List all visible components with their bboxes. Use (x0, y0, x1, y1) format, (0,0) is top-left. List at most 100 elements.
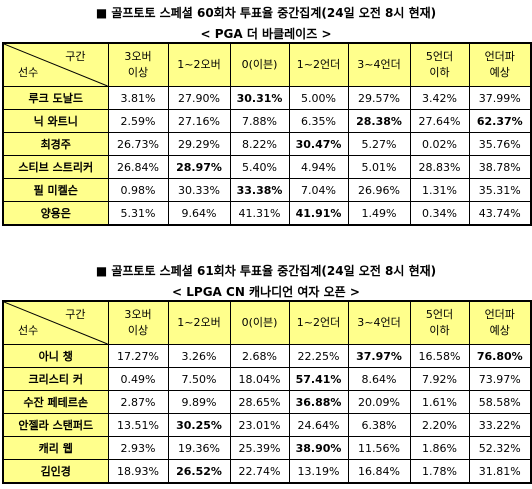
column-header: 1~2언더 (288, 300, 349, 345)
vote-rate: 7.92% (409, 367, 470, 391)
column-header: 5언더 이하 (409, 300, 470, 345)
vote-rate: 28.65% (229, 390, 290, 414)
vote-rate: 0.34% (409, 201, 470, 226)
section-subtitle: < LPGA CN 캐나디언 여자 오픈 > (172, 285, 360, 299)
vote-rate: 30.31% (229, 86, 290, 110)
vote-rate: 2.93% (107, 436, 169, 460)
vote-rate: 3.42% (409, 86, 470, 110)
data-row: 스티브 스트리커 26.84% 28.97% 5.40% 4.94% 5.01% 28.83… (2, 155, 532, 179)
player-name: 스티브 스트리커 (2, 155, 109, 179)
vote-rate: 57.41% (288, 367, 349, 391)
data-row: 루크 도날드 3.81% 27.90% 30.31% 5.00% 29.57% 3.42% 3… (2, 86, 532, 110)
vote-rate: 13.51% (107, 413, 169, 437)
vote-table: 구간 선수 3오버 이상 1~2오버 0(이븐) 1~2언더 3~4언더 5언더 이하 언더파 … (2, 42, 532, 226)
vote-rate: 18.04% (229, 367, 290, 391)
vote-rate: 3.26% (167, 344, 231, 368)
vote-rate: 62.37% (468, 109, 532, 133)
data-row: 안젤라 스탠퍼드 13.51% 30.25% 23.01% 24.64% 6.38% 2.2… (2, 413, 532, 437)
vote-rate: 37.99% (468, 86, 532, 110)
column-header: 1~2오버 (167, 42, 231, 87)
data-row: 닉 와트니 2.59% 27.16% 7.88% 6.35% 28.38% 27.64% 62… (2, 109, 532, 133)
data-row: 최경주 26.73% 29.29% 8.22% 30.47% 5.27% 0.02% 35.7… (2, 132, 532, 156)
vote-rate: 30.25% (167, 413, 231, 437)
vote-rate: 27.64% (409, 109, 470, 133)
header-row: 구간 선수 3오버 이상 1~2오버 0(이븐) 1~2언더 3~4언더 5언더 이하 언더파 … (2, 42, 532, 87)
column-header: 3오버 이상 (107, 300, 169, 345)
vote-rate: 35.31% (468, 178, 532, 202)
section-title: ■ 골프토토 스페셜 60회차 투표율 중간집계(24일 오전 8시 현재) (95, 6, 437, 20)
player-name: 최경주 (2, 132, 109, 156)
vote-rate: 36.88% (288, 390, 349, 414)
data-row: 아니 챙 17.27% 3.26% 2.68% 22.25% 37.97% 16.58% 76… (2, 344, 532, 368)
player-name: 수잔 페테르손 (2, 390, 109, 414)
vote-rate: 24.64% (288, 413, 349, 437)
vote-rate: 6.35% (288, 109, 349, 133)
player-name: 루크 도날드 (2, 86, 109, 110)
vote-rate: 38.78% (468, 155, 532, 179)
vote-rate: 43.74% (468, 201, 532, 226)
diagonal (4, 44, 108, 86)
vote-rate: 26.73% (107, 132, 169, 156)
vote-rate: 33.38% (229, 178, 290, 202)
vote-rate: 22.25% (288, 344, 349, 368)
vote-rate: 58.58% (468, 390, 532, 414)
vote-rate: 22.74% (229, 459, 290, 484)
vote-rate: 26.84% (107, 155, 169, 179)
data-row: 김인경 18.93% 26.52% 22.74% 13.19% 16.84% 1.78% 31… (2, 459, 532, 484)
vote-rate: 41.91% (288, 201, 349, 226)
vote-rate: 1.49% (347, 201, 411, 226)
vote-rate: 5.01% (347, 155, 411, 179)
vote-rate: 20.09% (347, 390, 411, 414)
corner-bottom: 선수 (18, 66, 39, 79)
vote-rate: 16.58% (409, 344, 470, 368)
vote-rate: 2.68% (229, 344, 290, 368)
vote-rate: 35.76% (468, 132, 532, 156)
vote-rate: 37.97% (347, 344, 411, 368)
vote-rate: 7.04% (288, 178, 349, 202)
vote-rate: 16.84% (347, 459, 411, 484)
column-header: 3~4언더 (347, 42, 411, 87)
vote-rate: 6.38% (347, 413, 411, 437)
vote-rate: 9.89% (167, 390, 231, 414)
column-header: 1~2오버 (167, 300, 231, 345)
data-row: 캐리 웹 2.93% 19.36% 25.39% 38.90% 11.56% 1.86% 52… (2, 436, 532, 460)
player-name: 필 미켈슨 (2, 178, 109, 202)
vote-rate: 5.31% (107, 201, 169, 226)
vote-rate: 7.50% (167, 367, 231, 391)
vote-rate: 27.16% (167, 109, 231, 133)
vote-rate: 18.93% (107, 459, 169, 484)
vote-rate: 52.32% (468, 436, 532, 460)
player-name: 안젤라 스탠퍼드 (2, 413, 109, 437)
header-row: 구간 선수 3오버 이상 1~2오버 0(이븐) 1~2언더 3~4언더 5언더 이하 언더파 … (2, 300, 532, 345)
data-row: 필 미켈슨 0.98% 30.33% 33.38% 7.04% 26.96% 1.31% 35… (2, 178, 532, 202)
vote-rate: 29.57% (347, 86, 411, 110)
column-header: 0(이븐) (229, 300, 290, 345)
section-subtitle: < PGA 더 바클레이즈 > (200, 27, 332, 41)
column-header: 1~2언더 (288, 42, 349, 87)
section-title: ■ 골프토토 스페셜 61회차 투표율 중간집계(24일 오전 8시 현재) (95, 264, 437, 278)
column-header: 언더파 예상 (468, 42, 532, 87)
player-name: 크리스티 커 (2, 367, 109, 391)
vote-rate: 0.49% (107, 367, 169, 391)
vote-rate: 2.59% (107, 109, 169, 133)
vote-rate: 13.19% (288, 459, 349, 484)
vote-rate: 29.29% (167, 132, 231, 156)
vote-rate: 38.90% (288, 436, 349, 460)
vote-rate: 25.39% (229, 436, 290, 460)
player-name: 김인경 (2, 459, 109, 484)
corner-bottom: 선수 (18, 324, 39, 337)
player-name: 캐리 웹 (2, 436, 109, 460)
data-row: 양용은 5.31% 9.64% 41.31% 41.91% 1.49% 0.34% 43.74… (2, 201, 532, 226)
vote-rate: 5.27% (347, 132, 411, 156)
vote-rate: 31.81% (468, 459, 532, 484)
vote-rate: 28.97% (167, 155, 231, 179)
vote-rate: 0.98% (107, 178, 169, 202)
vote-rate: 27.90% (167, 86, 231, 110)
vote-rate: 2.87% (107, 390, 169, 414)
vote-rate: 1.31% (409, 178, 470, 202)
corner-top: 구간 (65, 308, 86, 321)
vote-rate: 3.81% (107, 86, 169, 110)
diagonal (4, 302, 108, 344)
